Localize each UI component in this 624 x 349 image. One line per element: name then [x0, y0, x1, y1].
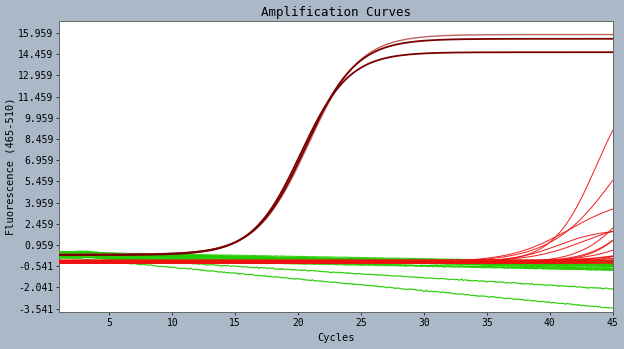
Title: Amplification Curves: Amplification Curves	[261, 6, 411, 18]
Y-axis label: Fluorescence (465-510): Fluorescence (465-510)	[6, 98, 16, 236]
X-axis label: Cycles: Cycles	[317, 333, 354, 343]
